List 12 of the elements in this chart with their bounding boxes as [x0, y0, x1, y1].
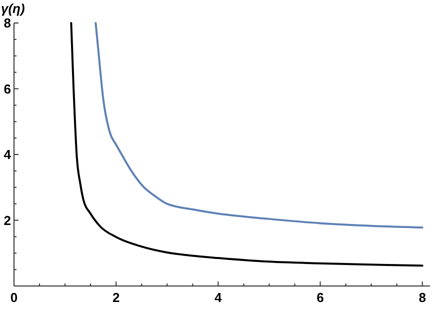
y-tick-label: 2 [4, 212, 11, 228]
y-tick-label: 8 [4, 16, 11, 30]
x-tick-label: 0 [10, 290, 18, 305]
y-tick-label: 6 [4, 81, 11, 96]
x-tick-label: 8 [418, 290, 426, 305]
x-tick-label: 6 [316, 290, 324, 305]
line-series [70, 22, 424, 267]
line-series [94, 22, 424, 228]
x-tick-label: 4 [214, 290, 223, 305]
y-axis-title: γ(η) [1, 1, 25, 16]
y-tick-label: 4 [4, 147, 12, 162]
x-tick-label: 2 [112, 290, 120, 305]
